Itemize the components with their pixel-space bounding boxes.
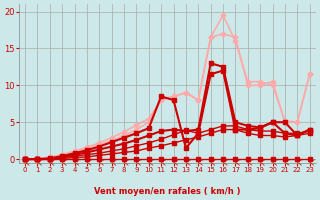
X-axis label: Vent moyen/en rafales ( km/h ): Vent moyen/en rafales ( km/h ): [94, 187, 241, 196]
